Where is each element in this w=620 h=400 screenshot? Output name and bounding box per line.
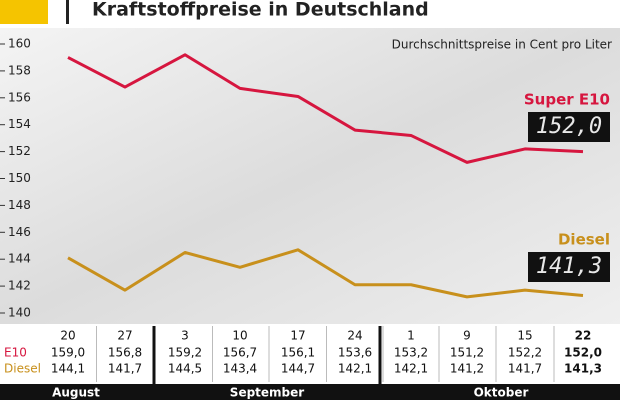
y-tick-label: 152 bbox=[8, 144, 31, 158]
x-tick-label: 17 bbox=[290, 329, 305, 343]
x-tick-label: 24 bbox=[347, 329, 362, 343]
x-tick-label: 27 bbox=[117, 329, 132, 343]
data-label: 156,7 bbox=[223, 346, 257, 360]
data-label: 156,1 bbox=[281, 346, 315, 360]
lcd-box bbox=[528, 252, 610, 282]
series-line bbox=[67, 248, 584, 299]
y-tick-label: 156 bbox=[8, 90, 31, 104]
header-divider bbox=[66, 0, 69, 24]
y-tick-label: 160 bbox=[8, 37, 31, 51]
legend-label: Diesel bbox=[558, 231, 610, 249]
data-label: 159,2 bbox=[168, 346, 202, 360]
data-label: 144,5 bbox=[168, 362, 202, 376]
chart-title: Kraftstoffpreise in Deutschland bbox=[92, 0, 429, 21]
y-tick-label: 158 bbox=[8, 63, 31, 77]
month-label: September bbox=[230, 386, 304, 400]
x-tick-label: 10 bbox=[232, 329, 247, 343]
data-label: 151,2 bbox=[450, 346, 484, 360]
x-tick-label: 3 bbox=[181, 329, 189, 343]
data-label: 152,0 bbox=[564, 346, 602, 360]
data-label: 156,8 bbox=[108, 346, 142, 360]
lcd-value: 141,3 bbox=[536, 254, 602, 279]
y-tick-label: 154 bbox=[8, 117, 31, 131]
x-tick-label: 15 bbox=[517, 329, 532, 343]
data-label: 153,6 bbox=[338, 346, 372, 360]
y-tick-label: 140 bbox=[8, 306, 31, 320]
data-label: 141,2 bbox=[450, 362, 484, 376]
chart-subtitle: Durchschnittspreise in Cent pro Liter bbox=[392, 38, 612, 52]
series-line bbox=[67, 53, 584, 164]
data-label: 152,2 bbox=[508, 346, 542, 360]
data-label: 144,1 bbox=[51, 362, 85, 376]
month-label: Oktober bbox=[474, 386, 529, 400]
x-tick-label: 22 bbox=[575, 329, 592, 343]
x-tick-label: 9 bbox=[463, 329, 471, 343]
header-accent bbox=[0, 0, 48, 24]
data-label: 141,7 bbox=[108, 362, 142, 376]
y-tick-label: 142 bbox=[8, 279, 31, 293]
row-label: E10 bbox=[4, 346, 27, 360]
x-tick-label: 20 bbox=[60, 329, 75, 343]
y-tick-label: 144 bbox=[8, 252, 31, 266]
table-background bbox=[0, 324, 620, 384]
y-tick-label: 146 bbox=[8, 225, 31, 239]
data-label: 143,4 bbox=[223, 362, 257, 376]
data-label: 159,0 bbox=[51, 346, 85, 360]
data-label: 141,3 bbox=[564, 362, 602, 376]
data-label: 141,7 bbox=[508, 362, 542, 376]
lcd-box bbox=[528, 112, 610, 142]
lcd-value: 152,0 bbox=[536, 114, 602, 139]
row-label: Diesel bbox=[4, 362, 41, 376]
data-label: 153,2 bbox=[394, 346, 428, 360]
data-label: 142,1 bbox=[394, 362, 428, 376]
legend-label: Super E10 bbox=[524, 91, 610, 109]
month-label: August bbox=[52, 386, 100, 400]
data-label: 144,7 bbox=[281, 362, 315, 376]
y-tick-label: 148 bbox=[8, 198, 31, 212]
data-label: 142,1 bbox=[338, 362, 372, 376]
x-tick-label: 1 bbox=[407, 329, 415, 343]
y-tick-label: 150 bbox=[8, 171, 31, 185]
plot-background bbox=[0, 28, 620, 324]
